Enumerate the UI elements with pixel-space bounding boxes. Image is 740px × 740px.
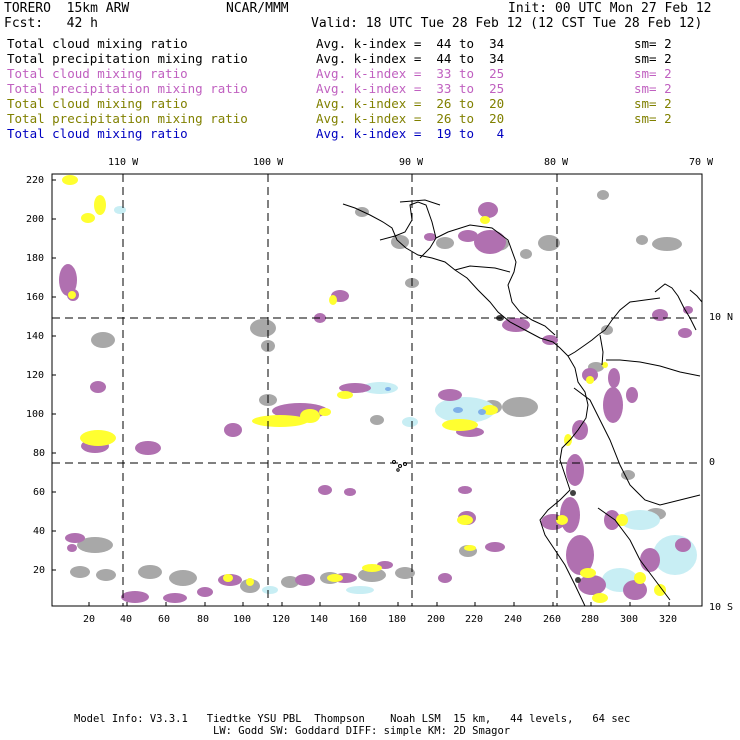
cloud-purple-layer <box>59 202 693 603</box>
legend-smoothing: sm= 2 <box>634 111 672 126</box>
y-tick-label: 20 <box>33 565 46 576</box>
lon-label: 100 W <box>253 157 284 168</box>
legend-kindex: Avg. k-index = 26 to 20 <box>316 96 505 111</box>
lon-label: 110 W <box>108 157 139 168</box>
legend-field: Total cloud mixing ratio <box>7 126 188 141</box>
graticule <box>52 174 702 606</box>
x-tick-label: 160 <box>349 614 368 625</box>
x-tick-label: 220 <box>465 614 484 625</box>
legend-kindex: Avg. k-index = 44 to 34 <box>316 36 505 51</box>
legend-kindex: Avg. k-index = 44 to 34 <box>316 51 505 66</box>
legend-row: Total precipitation mixing ratio Avg. k-… <box>7 51 707 66</box>
x-tick-label: 280 <box>581 614 600 625</box>
y-tick-label: 180 <box>26 253 45 264</box>
legend-smoothing: sm= 2 <box>634 51 672 66</box>
legend-field: Total precipitation mixing ratio <box>7 111 248 126</box>
legend-row: Total cloud mixing ratio Avg. k-index = … <box>7 66 707 81</box>
x-tick-label: 40 <box>120 614 133 625</box>
y-tick-label: 80 <box>33 448 46 459</box>
legend-row: Total cloud mixing ratio Avg. k-index = … <box>7 36 707 51</box>
x-tick-label: 300 <box>620 614 639 625</box>
init-time: Init: 00 UTC Mon 27 Feb 12 <box>508 1 712 16</box>
forecast-hour: Fcst: 42 h <box>4 16 98 31</box>
cloud-dark-cores <box>496 315 581 583</box>
x-tick-label: 200 <box>427 614 446 625</box>
legend-field: Total precipitation mixing ratio <box>7 81 248 96</box>
legend-smoothing: sm= 2 <box>634 96 672 111</box>
x-tick-label: 260 <box>543 614 562 625</box>
lon-label: 90 W <box>399 157 424 168</box>
legend-row: Total cloud mixing ratio Avg. k-index = … <box>7 96 707 111</box>
y-tick-label: 200 <box>26 214 45 225</box>
model-title: TORERO 15km ARW <box>4 1 130 16</box>
physics-info: LW: Godd SW: Goddard DIFF: simple KM: 2D… <box>213 725 511 737</box>
x-tick-label: 120 <box>272 614 291 625</box>
x-tick-label: 180 <box>388 614 407 625</box>
y-tick-label: 160 <box>26 292 45 303</box>
legend-field: Total precipitation mixing ratio <box>7 51 248 66</box>
model-info: Model Info: V3.3.1 Tiedtke YSU PBL Thomp… <box>74 713 631 725</box>
legend-row: Total precipitation mixing ratio Avg. k-… <box>7 81 707 96</box>
tick-marks <box>52 179 670 606</box>
x-tick-label: 20 <box>83 614 96 625</box>
cloud-yellow-layer <box>62 175 666 603</box>
legend-field: Total cloud mixing ratio <box>7 36 188 51</box>
legend-kindex: Avg. k-index = 33 to 25 <box>316 66 505 81</box>
legend-field: Total cloud mixing ratio <box>7 96 188 111</box>
map-frame <box>51 173 703 607</box>
y-tick-label: 220 <box>26 175 45 186</box>
legend-kindex: Avg. k-index = 19 to 4 <box>316 126 505 141</box>
x-tick-label: 100 <box>233 614 252 625</box>
legend-smoothing: sm= 2 <box>634 36 672 51</box>
y-tick-label: 60 <box>33 487 46 498</box>
organization: NCAR/MMM <box>226 1 289 16</box>
x-tick-label: 240 <box>504 614 523 625</box>
y-tick-label: 40 <box>33 526 46 537</box>
legend-smoothing: sm= 2 <box>634 81 672 96</box>
x-tick-label: 320 <box>659 614 678 625</box>
y-tick-label: 100 <box>26 409 45 420</box>
lat-label: 0 <box>709 457 716 468</box>
lat-label: 10 S <box>709 602 734 613</box>
cloud-blue-cores <box>385 387 486 415</box>
legend-kindex: Avg. k-index = 33 to 25 <box>316 81 505 96</box>
legend-row: Total precipitation mixing ratio Avg. k-… <box>7 111 707 126</box>
x-tick-label: 60 <box>158 614 171 625</box>
x-tick-label: 140 <box>310 614 329 625</box>
x-tick-label: 80 <box>197 614 210 625</box>
legend-row: Total cloud mixing ratio Avg. k-index = … <box>7 126 707 141</box>
lon-label: 70 W <box>689 157 714 168</box>
lat-label: 10 N <box>709 312 734 323</box>
y-tick-label: 120 <box>26 370 45 381</box>
legend-kindex: Avg. k-index = 26 to 20 <box>316 111 505 126</box>
y-tick-label: 140 <box>26 331 45 342</box>
lon-label: 80 W <box>544 157 569 168</box>
legend-smoothing: sm= 2 <box>634 66 672 81</box>
legend-field: Total cloud mixing ratio <box>7 66 188 81</box>
valid-time: Valid: 18 UTC Tue 28 Feb 12 (12 CST Tue … <box>311 16 703 31</box>
